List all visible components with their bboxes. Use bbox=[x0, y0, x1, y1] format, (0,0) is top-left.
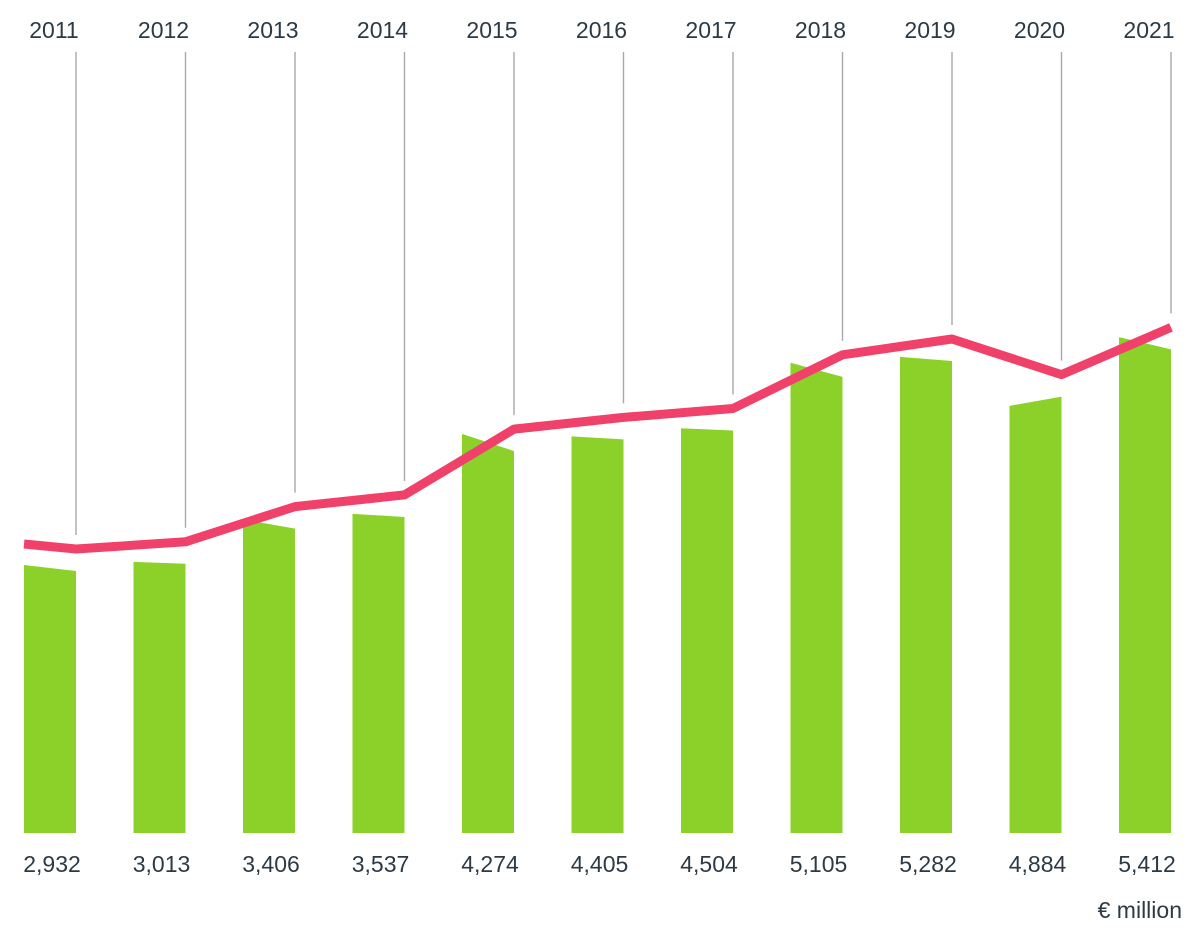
bar-2021 bbox=[1119, 337, 1171, 833]
bar-2011 bbox=[24, 565, 76, 833]
year-label-2018: 2018 bbox=[795, 17, 846, 43]
value-label-2011: 2,932 bbox=[23, 851, 81, 877]
year-label-2012: 2012 bbox=[138, 17, 189, 43]
value-label-2020: 4,884 bbox=[1009, 851, 1067, 877]
year-label-2019: 2019 bbox=[904, 17, 955, 43]
year-label-2017: 2017 bbox=[685, 17, 736, 43]
bar-2014 bbox=[352, 513, 405, 833]
value-label-2012: 3,013 bbox=[133, 851, 191, 877]
value-label-2014: 3,537 bbox=[352, 851, 410, 877]
value-label-2017: 4,504 bbox=[680, 851, 738, 877]
year-label-2014: 2014 bbox=[357, 17, 408, 43]
unit-label: € million bbox=[1098, 897, 1182, 923]
value-label-2016: 4,405 bbox=[571, 851, 629, 877]
leader-lines bbox=[75, 52, 1172, 535]
value-label-2019: 5,282 bbox=[899, 851, 957, 877]
value-label-2013: 3,406 bbox=[242, 851, 300, 877]
year-label-2015: 2015 bbox=[466, 17, 517, 43]
year-label-2020: 2020 bbox=[1014, 17, 1065, 43]
bar-2020 bbox=[1009, 396, 1062, 833]
value-label-2015: 4,274 bbox=[461, 851, 519, 877]
year-label-2013: 2013 bbox=[247, 17, 298, 43]
bar-2015 bbox=[462, 433, 514, 833]
trend-line bbox=[23, 323, 1173, 554]
bar-2019 bbox=[900, 356, 952, 833]
year-labels: 2011 2012 2013 2014 2015 2016 2017 2018 2019 2020… bbox=[29, 17, 1174, 43]
year-label-2016: 2016 bbox=[576, 17, 627, 43]
trend-line-group bbox=[23, 323, 1173, 554]
bar-2018 bbox=[790, 362, 843, 833]
value-label-2018: 5,105 bbox=[790, 851, 848, 877]
bar-2017 bbox=[681, 428, 733, 833]
value-label-2021: 5,412 bbox=[1118, 851, 1176, 877]
value-labels: 2,932 3,013 3,406 3,537 4,274 4,405 4,504 5,105… bbox=[23, 851, 1176, 877]
bars bbox=[24, 337, 1171, 833]
bar-2016 bbox=[571, 436, 624, 833]
bar-2012 bbox=[133, 561, 186, 833]
year-label-2021: 2021 bbox=[1123, 17, 1174, 43]
bar-2013 bbox=[243, 519, 295, 833]
year-label-2011: 2011 bbox=[29, 17, 78, 43]
